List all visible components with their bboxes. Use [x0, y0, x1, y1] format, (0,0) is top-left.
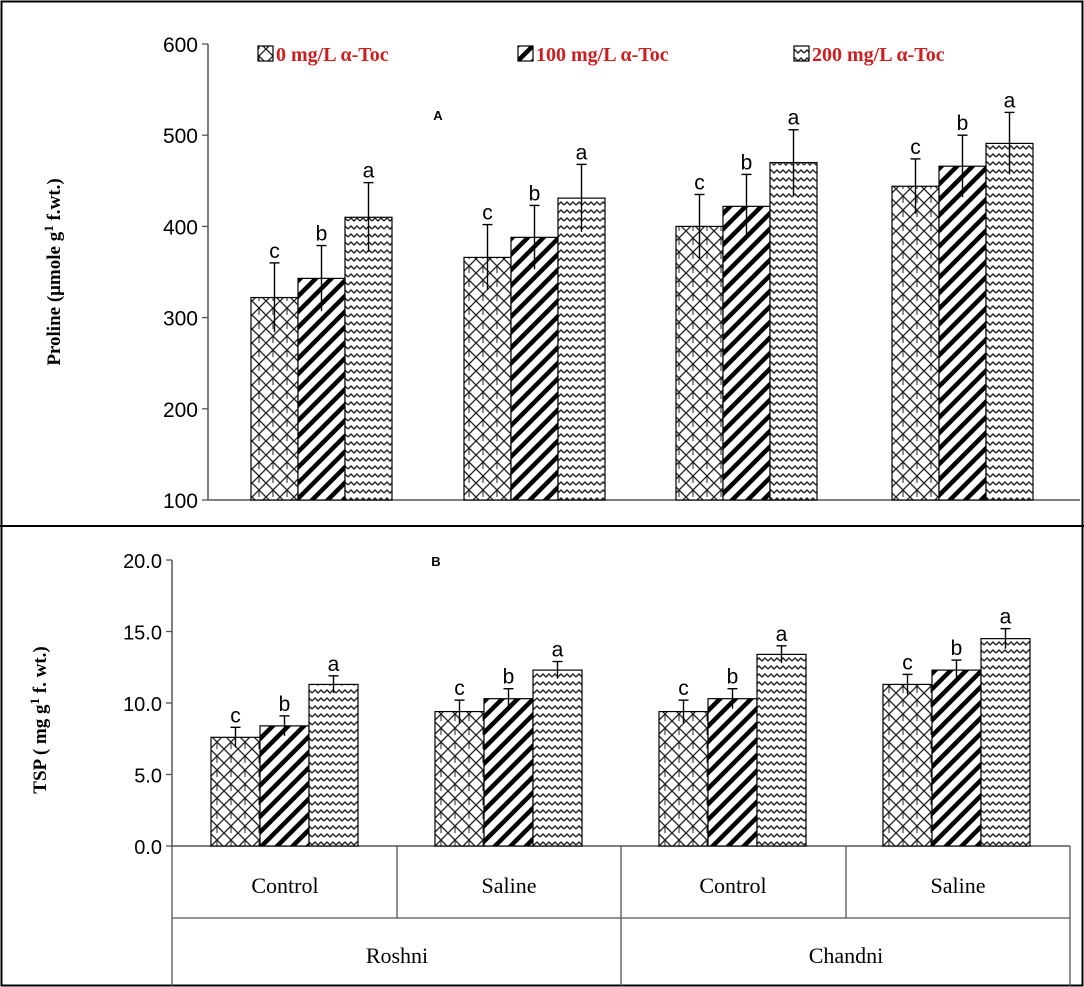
bar — [756, 653, 807, 847]
panel-b-label: B — [431, 554, 440, 569]
significance-letter: c — [678, 677, 689, 700]
significance-letter: b — [741, 151, 753, 174]
significance-letter: c — [454, 677, 465, 700]
y-tick-label: 5.0 — [134, 766, 162, 788]
significance-letter: b — [279, 693, 291, 716]
panel-a-bars: c b a c b a c b a c b a — [250, 89, 1034, 501]
significance-letter: a — [328, 653, 340, 676]
bar — [510, 236, 559, 501]
significance-letter: a — [1004, 89, 1016, 112]
bar — [210, 736, 261, 847]
bar — [658, 710, 709, 847]
panel-a: 100 200 300 400 500 600 c b a c b a c b a c b a A Prolin… — [41, 34, 1080, 513]
legend-swatch-0 — [257, 45, 274, 62]
significance-letter: b — [503, 666, 515, 689]
group-label-chandni-saline: Saline — [931, 873, 986, 898]
bar — [980, 638, 1031, 847]
group-label-chandni-control: Control — [699, 873, 766, 898]
y-tick-label: 0.0 — [134, 837, 162, 859]
significance-letter: b — [529, 182, 541, 205]
legend-item-2: 200 mg/L α-Toc — [793, 44, 945, 66]
significance-letter: a — [576, 141, 588, 164]
y-tick-label: 10.0 — [123, 694, 162, 716]
significance-letter: b — [316, 223, 328, 246]
group-label-roshni-control: Control — [251, 873, 318, 898]
y-tick-label: 100 — [163, 490, 198, 513]
significance-letter: c — [269, 240, 280, 263]
bar — [483, 698, 534, 847]
significance-letter: c — [902, 651, 913, 674]
y-tick-label: 400 — [163, 216, 198, 239]
bar — [675, 225, 724, 501]
bar — [259, 725, 310, 847]
panel-a-y-ticks: 100 200 300 400 500 600 — [163, 34, 208, 513]
bar — [297, 277, 346, 501]
panel-b-y-label: TSP ( mg g1 f. wt.) — [27, 646, 51, 793]
legend-label-0: 0 mg/L α-Toc — [276, 44, 389, 66]
significance-letter: b — [951, 637, 963, 660]
bar — [891, 185, 940, 501]
panel-a-label: A — [433, 108, 443, 123]
y-tick-label: 15.0 — [123, 623, 162, 645]
panel-a-y-label: Proline (μmole g1 f.wt.) — [41, 178, 65, 365]
bar — [557, 197, 606, 501]
bar — [463, 256, 512, 501]
legend-label-2: 200 mg/L α-Toc — [812, 44, 945, 66]
legend: 0 mg/L α-Toc 100 mg/L α-Toc 200 mg/L α-T… — [257, 44, 945, 66]
y-tick-label: 300 — [163, 308, 198, 331]
significance-letter: b — [727, 666, 739, 689]
y-tick-label: 500 — [163, 125, 198, 148]
y-tick-label: 600 — [163, 34, 198, 57]
legend-item-1: 100 mg/L α-Toc — [517, 44, 669, 66]
y-tick-label: 20.0 — [123, 551, 162, 573]
significance-letter: a — [788, 107, 800, 130]
significance-letter: a — [1000, 606, 1012, 629]
bar — [882, 683, 933, 847]
bar — [434, 710, 485, 847]
x-category-axis: Control Saline Control Saline Roshni Cha… — [171, 846, 1071, 986]
bar — [707, 698, 758, 847]
significance-letter: a — [776, 623, 788, 646]
significance-letter: b — [957, 112, 969, 135]
bar — [931, 669, 982, 847]
bar — [532, 669, 583, 847]
cultivar-label-roshni: Roshni — [366, 943, 428, 968]
significance-letter: a — [552, 639, 564, 662]
legend-label-1: 100 mg/L α-Toc — [536, 44, 669, 66]
bar — [985, 142, 1034, 501]
significance-letter: c — [230, 704, 241, 727]
bar — [938, 165, 987, 501]
panel-b-y-ticks: 0.0 5.0 10.0 15.0 20.0 — [123, 551, 172, 859]
legend-swatch-1 — [517, 45, 534, 62]
group-label-roshni-saline: Saline — [482, 873, 537, 898]
legend-swatch-2 — [793, 45, 810, 62]
significance-letter: c — [482, 202, 493, 225]
bar — [344, 216, 393, 501]
y-tick-label: 200 — [163, 399, 198, 422]
significance-letter: c — [694, 171, 705, 194]
bar — [722, 205, 771, 501]
panel-b-bars: c b a c b a c b a c b a — [210, 606, 1031, 847]
legend-item-0: 0 mg/L α-Toc — [257, 44, 389, 66]
significance-letter: c — [910, 136, 921, 159]
cultivar-label-chandni: Chandni — [809, 943, 884, 968]
significance-letter: a — [363, 160, 375, 183]
panel-b: 0.0 5.0 10.0 15.0 20.0 c b a c b a c b a c b a B TSP ( … — [27, 551, 1071, 986]
bar — [769, 161, 818, 501]
bar — [308, 683, 359, 847]
